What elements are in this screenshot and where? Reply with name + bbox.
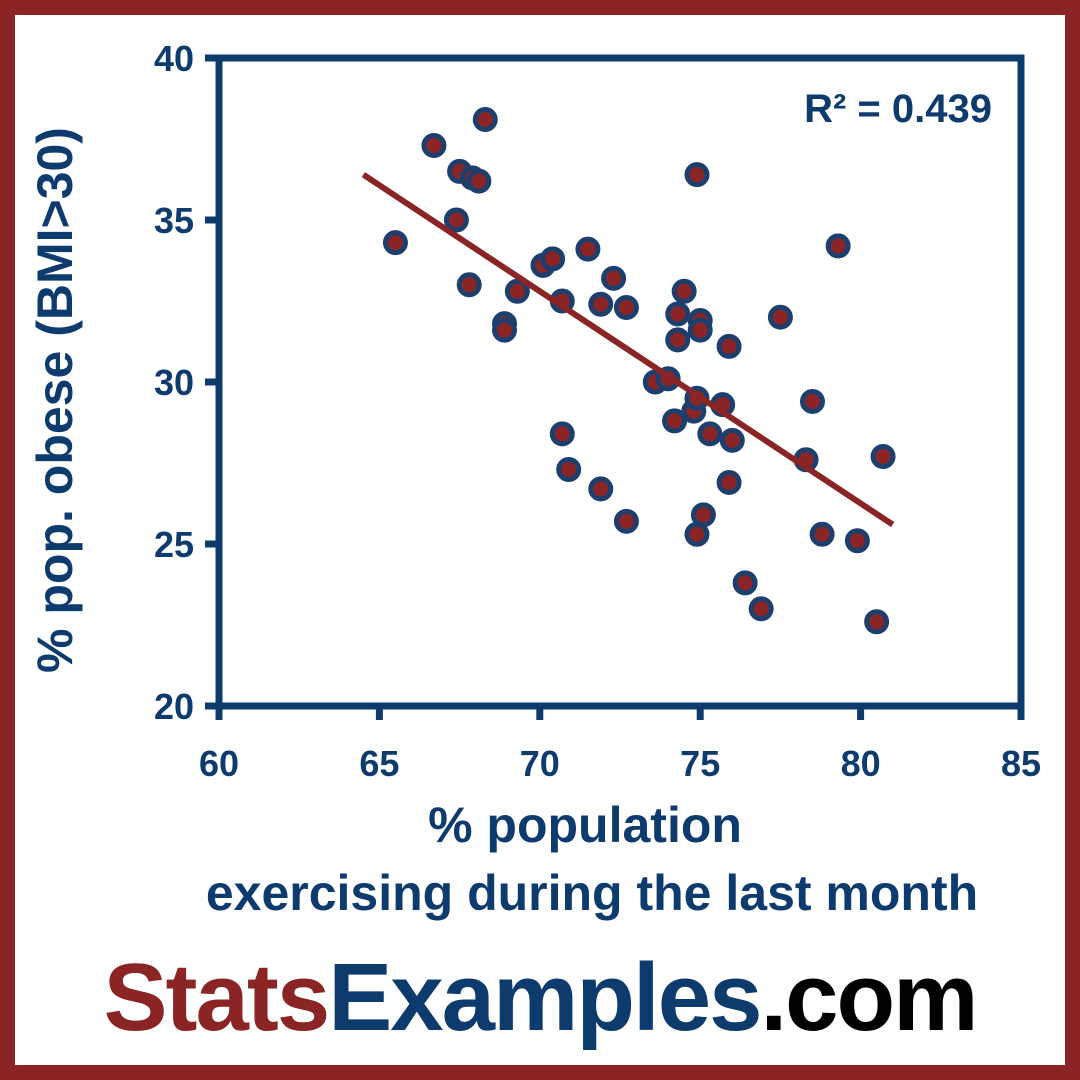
x-tick-label: 65	[359, 743, 399, 784]
data-point	[601, 265, 627, 291]
data-point	[588, 476, 614, 502]
data-point	[697, 421, 723, 447]
data-point	[613, 294, 639, 320]
data-point	[870, 444, 896, 470]
data-point	[732, 570, 758, 596]
x-tick-label: 85	[1001, 743, 1041, 784]
data-point	[690, 502, 716, 528]
x-tick-labels: 60 65 70 75 80 85	[199, 743, 1041, 784]
data-point	[549, 421, 575, 447]
data-point	[844, 528, 870, 554]
brand-stats: Stats	[103, 944, 330, 1051]
data-point	[665, 327, 691, 353]
data-point	[575, 236, 601, 262]
data-point	[665, 301, 691, 327]
x-tick-label: 80	[841, 743, 881, 784]
data-point	[716, 333, 742, 359]
data-point	[825, 233, 851, 259]
data-points	[382, 107, 896, 635]
data-point	[613, 508, 639, 534]
data-point	[687, 317, 713, 343]
brand-com: .com	[760, 944, 978, 1051]
x-axis-title-line1: % population	[428, 797, 742, 853]
data-point	[588, 291, 614, 317]
data-point	[767, 304, 793, 330]
brand-examples: Examples	[328, 944, 762, 1051]
y-tick-label: 40	[154, 38, 194, 79]
data-point	[504, 278, 530, 304]
y-tick-label: 30	[154, 362, 194, 403]
y-tick-label: 20	[154, 686, 194, 727]
data-point	[540, 246, 566, 272]
data-point	[716, 469, 742, 495]
y-tick-label: 25	[154, 524, 194, 565]
data-point	[466, 168, 492, 194]
scatter-chart: 20 25 30 35 40 60 65 70 75 80 85 R² = 0.439 % pop…	[27, 38, 1041, 921]
data-point	[443, 207, 469, 233]
x-tick-label: 70	[520, 743, 560, 784]
x-tick-label: 60	[199, 743, 239, 784]
x-tick-label: 75	[680, 743, 720, 784]
data-point	[382, 230, 408, 256]
data-point	[671, 278, 697, 304]
y-axis-title: % pop. obese (BMI>30)	[27, 127, 83, 673]
x-axis-title-line2: exercising during the last month	[206, 865, 978, 921]
data-point	[864, 609, 890, 635]
brand-logo: StatsExamples.com	[0, 950, 1080, 1046]
axis-ticks	[205, 54, 1025, 720]
data-point	[684, 162, 710, 188]
data-point	[748, 596, 774, 622]
data-point	[456, 272, 482, 298]
data-point	[556, 456, 582, 482]
data-point	[662, 408, 688, 434]
plot-area-border	[215, 54, 1025, 710]
data-point	[421, 132, 447, 158]
r-squared-annotation: R² = 0.439	[804, 87, 992, 131]
trend-line	[361, 172, 895, 528]
y-tick-label: 35	[154, 200, 194, 241]
data-point	[472, 107, 498, 133]
data-point	[492, 317, 518, 343]
data-point	[809, 521, 835, 547]
data-point	[799, 388, 825, 414]
data-point	[719, 427, 745, 453]
y-tick-labels: 20 25 30 35 40	[154, 38, 194, 727]
